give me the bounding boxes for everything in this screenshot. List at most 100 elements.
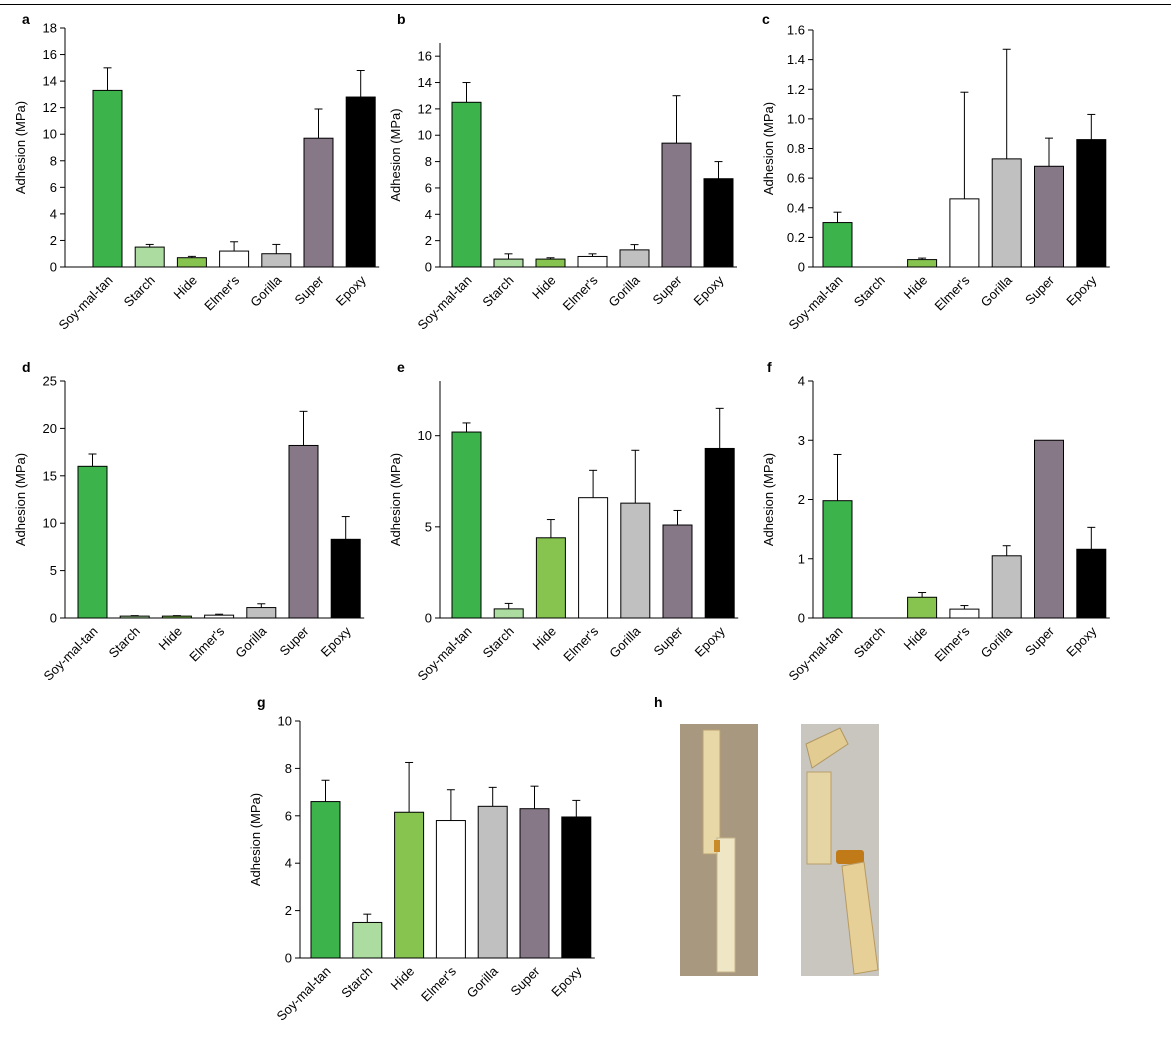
bar-elmers xyxy=(435,820,466,959)
bar-super xyxy=(662,524,693,619)
wood-stick-upper-right xyxy=(806,771,832,865)
bar-hide xyxy=(907,259,938,268)
y-tick-label: 1.4 xyxy=(787,52,805,67)
panel-letter-f: f xyxy=(767,359,772,375)
bar-hide xyxy=(161,615,192,619)
bar-gorilla xyxy=(991,555,1022,619)
bar-starch xyxy=(352,921,383,959)
y-tick-label: 12 xyxy=(43,100,57,115)
y-axis-label: Adhesion (MPa) xyxy=(388,108,403,201)
chart-panel-d: d 0 5 10 15 20 25 Adhesion (MPa) Soy-mal-tan Star… xyxy=(13,359,365,684)
bar-elmers xyxy=(949,608,980,619)
x-tick-label: Super xyxy=(1022,272,1058,308)
x-tick-label: Gorilla xyxy=(464,963,502,1001)
y-tick-label: 6 xyxy=(285,808,292,823)
bar-hide xyxy=(907,596,938,619)
bar-epoxy xyxy=(1076,548,1107,619)
chart-panel-c: c 0 0.2 0.4 0.6 0.8 1.0 1.2 1.4 1.6 Adhesion (MPa)… xyxy=(761,11,1110,333)
y-tick-label: 0.4 xyxy=(787,200,805,215)
bar-hide xyxy=(394,811,425,959)
y-tick-label: 0 xyxy=(425,260,432,275)
y-tick-label: 2 xyxy=(425,233,432,248)
y-tick-label: 4 xyxy=(50,206,57,221)
y-tick-label: 16 xyxy=(43,47,57,62)
x-tick-label: Elmer's xyxy=(418,963,459,1004)
bar-hide xyxy=(535,537,566,619)
x-tick-label: Elmer's xyxy=(201,272,242,313)
bar-soymaltan xyxy=(92,89,123,268)
x-tick-label: Hide xyxy=(529,273,559,303)
y-tick-label: 0 xyxy=(50,260,57,275)
x-tick-label: Epoxy xyxy=(692,623,729,660)
bar-gorilla xyxy=(991,158,1022,268)
y-tick-label: 0 xyxy=(50,611,57,626)
y-tick-label: 0 xyxy=(798,260,805,275)
bar-starch xyxy=(493,258,524,268)
bar-hide xyxy=(535,258,566,268)
x-tick-label: Elmer's xyxy=(560,272,601,313)
y-tick-label: 6 xyxy=(50,180,57,195)
y-axis-label: Adhesion (MPa) xyxy=(761,102,776,195)
bar-epoxy xyxy=(703,178,734,268)
x-tick-label: Gorilla xyxy=(978,623,1016,661)
x-tick-label: Hide xyxy=(155,624,185,654)
x-tick-label: Gorilla xyxy=(232,623,270,661)
y-tick-label: 1.6 xyxy=(787,23,805,38)
y-tick-label: 4 xyxy=(285,856,292,871)
y-tick-label: 1 xyxy=(798,551,805,566)
y-axis-label: Adhesion (MPa) xyxy=(13,101,28,194)
y-tick-label: 10 xyxy=(418,428,432,443)
x-tick-label: Starch xyxy=(338,964,375,1001)
bar-super xyxy=(1034,439,1064,619)
bar-epoxy xyxy=(345,96,376,268)
bar-gorilla xyxy=(261,253,292,268)
x-tick-label: Super xyxy=(291,272,327,308)
bar-soymaltan xyxy=(451,101,482,268)
y-tick-label: 5 xyxy=(50,563,57,578)
y-tick-label: 10 xyxy=(278,714,292,729)
y-tick-label: 18 xyxy=(43,21,57,36)
bar-starch xyxy=(493,608,524,619)
x-tick-label: Soy-mal-tan xyxy=(785,273,845,333)
top-rule xyxy=(0,4,1171,5)
x-tick-label: Gorilla xyxy=(247,272,285,310)
x-tick-label: Epoxy xyxy=(333,272,370,309)
y-tick-label: 16 xyxy=(418,49,432,64)
chart-panel-f: f 0 1 2 3 4 Adhesion (MPa) Soy-mal-tan Starch Hid… xyxy=(761,359,1110,684)
y-axis-label: Adhesion (MPa) xyxy=(13,453,28,546)
y-tick-label: 14 xyxy=(418,75,432,90)
y-tick-label: 20 xyxy=(43,421,57,436)
bar-elmers xyxy=(578,497,609,619)
wood-stick-upper-left xyxy=(702,729,721,855)
x-tick-label: Super xyxy=(649,272,685,308)
y-tick-label: 2 xyxy=(50,233,57,248)
y-tick-label: 1.2 xyxy=(787,82,805,97)
x-tick-label: Super xyxy=(650,623,686,659)
x-tick-label: Starch xyxy=(479,273,516,310)
bar-epoxy xyxy=(704,447,735,619)
panel-letter-e: e xyxy=(397,359,405,375)
y-tick-label: 3 xyxy=(798,433,805,448)
bar-soymaltan xyxy=(822,500,853,619)
bar-gorilla xyxy=(246,607,277,619)
y-tick-label: 5 xyxy=(425,519,432,534)
y-tick-label: 8 xyxy=(425,154,432,169)
chart-panel-g: g 0 2 4 6 8 10 Adhesion (MPa) Soy-mal-tan Starch H… xyxy=(248,694,595,1024)
bar-super xyxy=(303,137,334,268)
y-tick-label: 0 xyxy=(285,951,292,966)
wood-stick-lower-right xyxy=(841,861,879,975)
bar-hide xyxy=(176,257,207,268)
x-tick-label: Elmer's xyxy=(560,623,601,664)
x-tick-label: Gorilla xyxy=(605,272,643,310)
y-tick-label: 6 xyxy=(425,180,432,195)
y-tick-label: 12 xyxy=(418,101,432,116)
bar-elmers xyxy=(204,614,235,619)
bar-gorilla xyxy=(620,502,651,619)
x-tick-label: Starch xyxy=(121,273,158,310)
bar-soymaltan xyxy=(77,465,108,619)
y-axis-label: Adhesion (MPa) xyxy=(248,793,263,886)
wood-stick-lower-left xyxy=(716,837,736,973)
x-tick-label: Soy-mal-tan xyxy=(55,273,115,333)
